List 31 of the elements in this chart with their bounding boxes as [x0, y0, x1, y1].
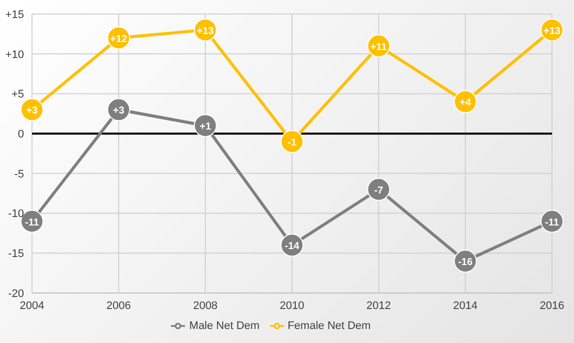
data-label: -14: [284, 241, 300, 252]
x-tick-label: 2016: [540, 300, 564, 312]
x-tick-label: 2010: [280, 300, 304, 312]
x-tick-label: 2008: [193, 300, 218, 312]
data-label: -1: [288, 138, 297, 149]
data-label: -11: [25, 217, 40, 228]
y-tick-label: 0: [18, 128, 24, 140]
data-label: +1: [200, 122, 212, 133]
y-tick-label: -15: [8, 248, 24, 260]
data-label: +4: [460, 98, 472, 109]
legend-label: Male Net Dem: [189, 320, 260, 332]
data-label: -7: [374, 185, 384, 196]
x-tick-label: 2004: [20, 300, 44, 312]
data-label: +13: [544, 26, 561, 37]
x-tick-label: 2014: [453, 300, 478, 312]
y-tick-label: +15: [5, 8, 24, 21]
y-tick-label: +10: [5, 48, 24, 61]
data-label: +3: [112, 106, 125, 117]
data-label: +12: [110, 34, 128, 45]
y-tick-label: -20: [8, 288, 24, 300]
data-label: +13: [196, 26, 214, 37]
y-tick-label: -10: [8, 208, 24, 220]
y-tick-label: -5: [14, 168, 24, 180]
x-tick-label: 2006: [106, 300, 131, 312]
legend-label: Female Net Dem: [288, 320, 371, 332]
y-tick-label: +5: [11, 88, 24, 101]
data-label: -11: [545, 217, 560, 228]
data-label: +3: [26, 106, 38, 117]
x-tick-label: 2012: [366, 300, 391, 312]
data-label: -16: [458, 257, 473, 268]
data-label: +11: [370, 42, 388, 53]
